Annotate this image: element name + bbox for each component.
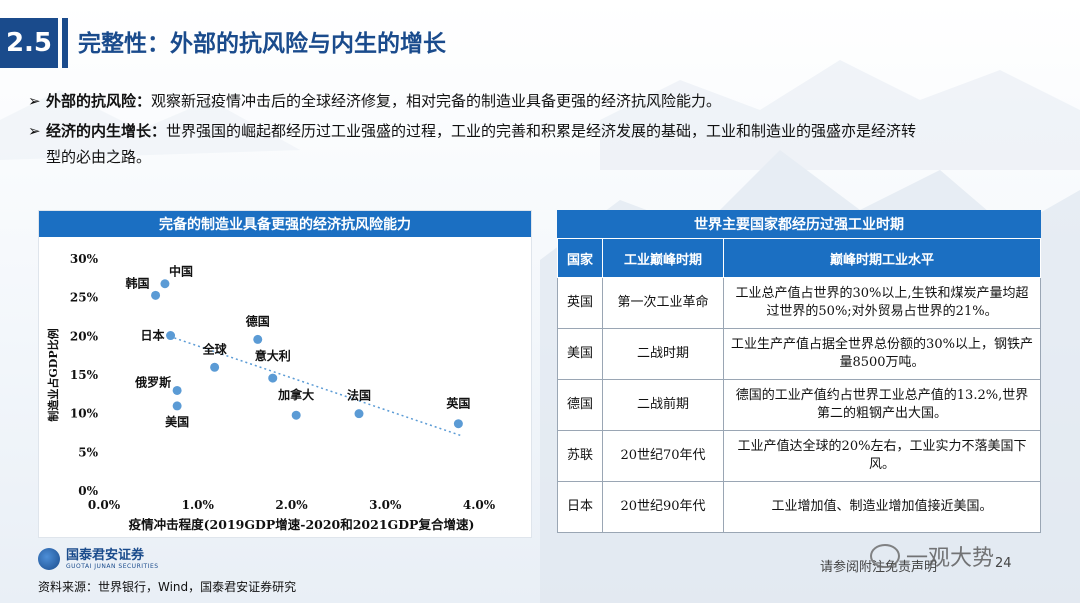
arrow-bullet-icon: ➢ [28,122,41,140]
y-tick-label: 10% [70,407,99,421]
table-cell: 苏联 [557,430,603,482]
data-point [291,410,301,420]
bullet-internal-growth: ➢ 经济的内生增长：世界强国的崛起都经历过工业强盛的过程，工业的完善和积累是经济发… [28,118,1058,144]
arrow-bullet-icon: ➢ [28,92,41,110]
y-tick-label: 25% [70,291,99,305]
wechat-icon [870,544,900,568]
y-tick-label: 0% [78,484,98,498]
data-point-label: 德国 [246,313,270,328]
data-point-label: 意大利 [255,348,291,363]
table-row: 日本 20世纪90年代 工业增加值、制造业增加值接近美国。 [557,481,1041,533]
table-cell: 工业产值达全球的20%左右，工业实力不落美国下风。 [723,430,1041,482]
table-header-peak-level: 巅峰时期工业水平 [723,238,1041,278]
data-point [172,385,182,395]
section-number: 2.5 [0,18,58,68]
table-row: 苏联 20世纪70年代 工业产值达全球的20%左右，工业实力不落美国下风。 [557,430,1041,482]
table-row: 德国 二战前期 德国的工业产值约占世界工业总产值的13.2%,世界第二的粗钢产出… [557,379,1041,431]
bullet-internal-growth-cont: 型的必由之路。 [46,148,152,166]
bullet-external-risk: ➢ 外部的抗风险：观察新冠疫情冲击后的全球经济修复，相对完备的制造业具备更强的经济… [28,88,1058,114]
logo-name: 国泰君安证券 [66,547,145,563]
data-point [172,401,182,411]
table-row: 美国 二战时期 工业生产产值占据全世界总份额的30%以上，钢铁产量8500万吨。 [557,328,1041,380]
watermark-text: 一观大势 [906,546,995,571]
x-tick-label: 1.0% [182,498,215,512]
data-point-label: 中国 [169,264,193,279]
disclaimer-note: 请参阅附注免责声明 [820,560,938,575]
table-row: 英国 第一次工业革命 工业总产值占世界的30%以上,生铁和煤炭产量均超过世界的5… [557,277,1041,329]
scatter-chart: 0% 5% 10% 15% 20% 25% 30% 0.0% 1.0% 2.0% 3.0% 4.0% 疫… [46,252,496,532]
watermark: 一观大势 [870,540,994,572]
table-cell: 二战前期 [602,379,724,431]
data-point-label: 日本 [141,328,165,343]
data-point [268,373,278,383]
x-axis-title: 疫情冲击程度(2019GDP增速-2020和2021GDP复合增速) [129,517,475,532]
data-point [453,419,463,429]
x-tick-label: 3.0% [369,498,402,512]
table-cell: 英国 [557,277,603,329]
data-point-label: 韩国 [126,275,150,290]
data-point [253,334,263,344]
trendline [169,335,461,437]
table-cell: 工业总产值占世界的30%以上,生铁和煤炭产量均超过世界的50%;对外贸易占世界的… [723,277,1041,329]
table-cell: 工业生产产值占据全世界总份额的30%以上，钢铁产量8500万吨。 [723,328,1041,380]
table-cell: 工业增加值、制造业增加值接近美国。 [723,481,1041,533]
y-tick-label: 30% [70,252,99,266]
chart-panel-title: 完备的制造业具备更强的经济抗风险能力 [39,211,531,237]
logo-mark-icon [38,548,60,570]
data-point [151,290,161,300]
y-axis-title: 制造业占GDP比例 [46,328,60,421]
logo-name-en: GUOTAI JUNAN SECURITIES [66,562,159,570]
table-cell: 二战时期 [602,328,724,380]
table-cell: 德国的工业产值约占世界工业总产值的13.2%,世界第二的粗钢产出大国。 [723,379,1041,431]
table-cell: 美国 [557,328,603,380]
table-cell: 第一次工业革命 [602,277,724,329]
source-note: 资料来源：世界银行，Wind，国泰君安证券研究 [38,580,297,594]
section-divider [62,18,68,68]
data-point-label: 加拿大 [277,387,314,402]
x-tick-label: 2.0% [275,498,308,512]
table-header-country: 国家 [557,238,603,278]
table-cell: 20世纪70年代 [602,430,724,482]
industrial-peak-table: 国家 工业巅峰时期 巅峰时期工业水平 英国 第一次工业革命 工业总产值占世界的3… [557,238,1041,533]
x-tick-label: 4.0% [463,498,496,512]
table-panel: 世界主要国家都经历过强工业时期 国家 工业巅峰时期 巅峰时期工业水平 英国 第一… [557,210,1041,533]
data-point-label: 俄罗斯 [134,374,171,389]
table-header-peak-period: 工业巅峰时期 [602,238,724,278]
chart-panel: 完备的制造业具备更强的经济抗风险能力 0% 5% 10% 15% 20% 25% 30% 0.… [38,210,532,538]
company-logo: 国泰君安证券 GUOTAI JUNAN SECURITIES [38,548,159,570]
table-cell: 德国 [557,379,603,431]
table-panel-title: 世界主要国家都经历过强工业时期 [557,210,1041,238]
page-number: 24 [995,556,1012,571]
page-title: 完整性：外部的抗风险与内生的增长 [78,31,446,57]
y-tick-label: 20% [70,329,99,343]
table-cell: 20世纪90年代 [602,481,724,533]
y-tick-label: 5% [78,445,98,459]
data-point-label: 全球 [202,341,228,356]
x-tick-label: 0.0% [88,498,121,512]
data-point-label: 英国 [446,396,470,411]
data-point [354,409,364,419]
data-point-label: 美国 [165,414,189,429]
y-tick-label: 15% [70,368,99,382]
data-point [160,279,170,289]
data-point-label: 法国 [347,388,371,403]
data-point [166,331,176,341]
data-point [210,362,220,372]
table-cell: 日本 [557,481,603,533]
